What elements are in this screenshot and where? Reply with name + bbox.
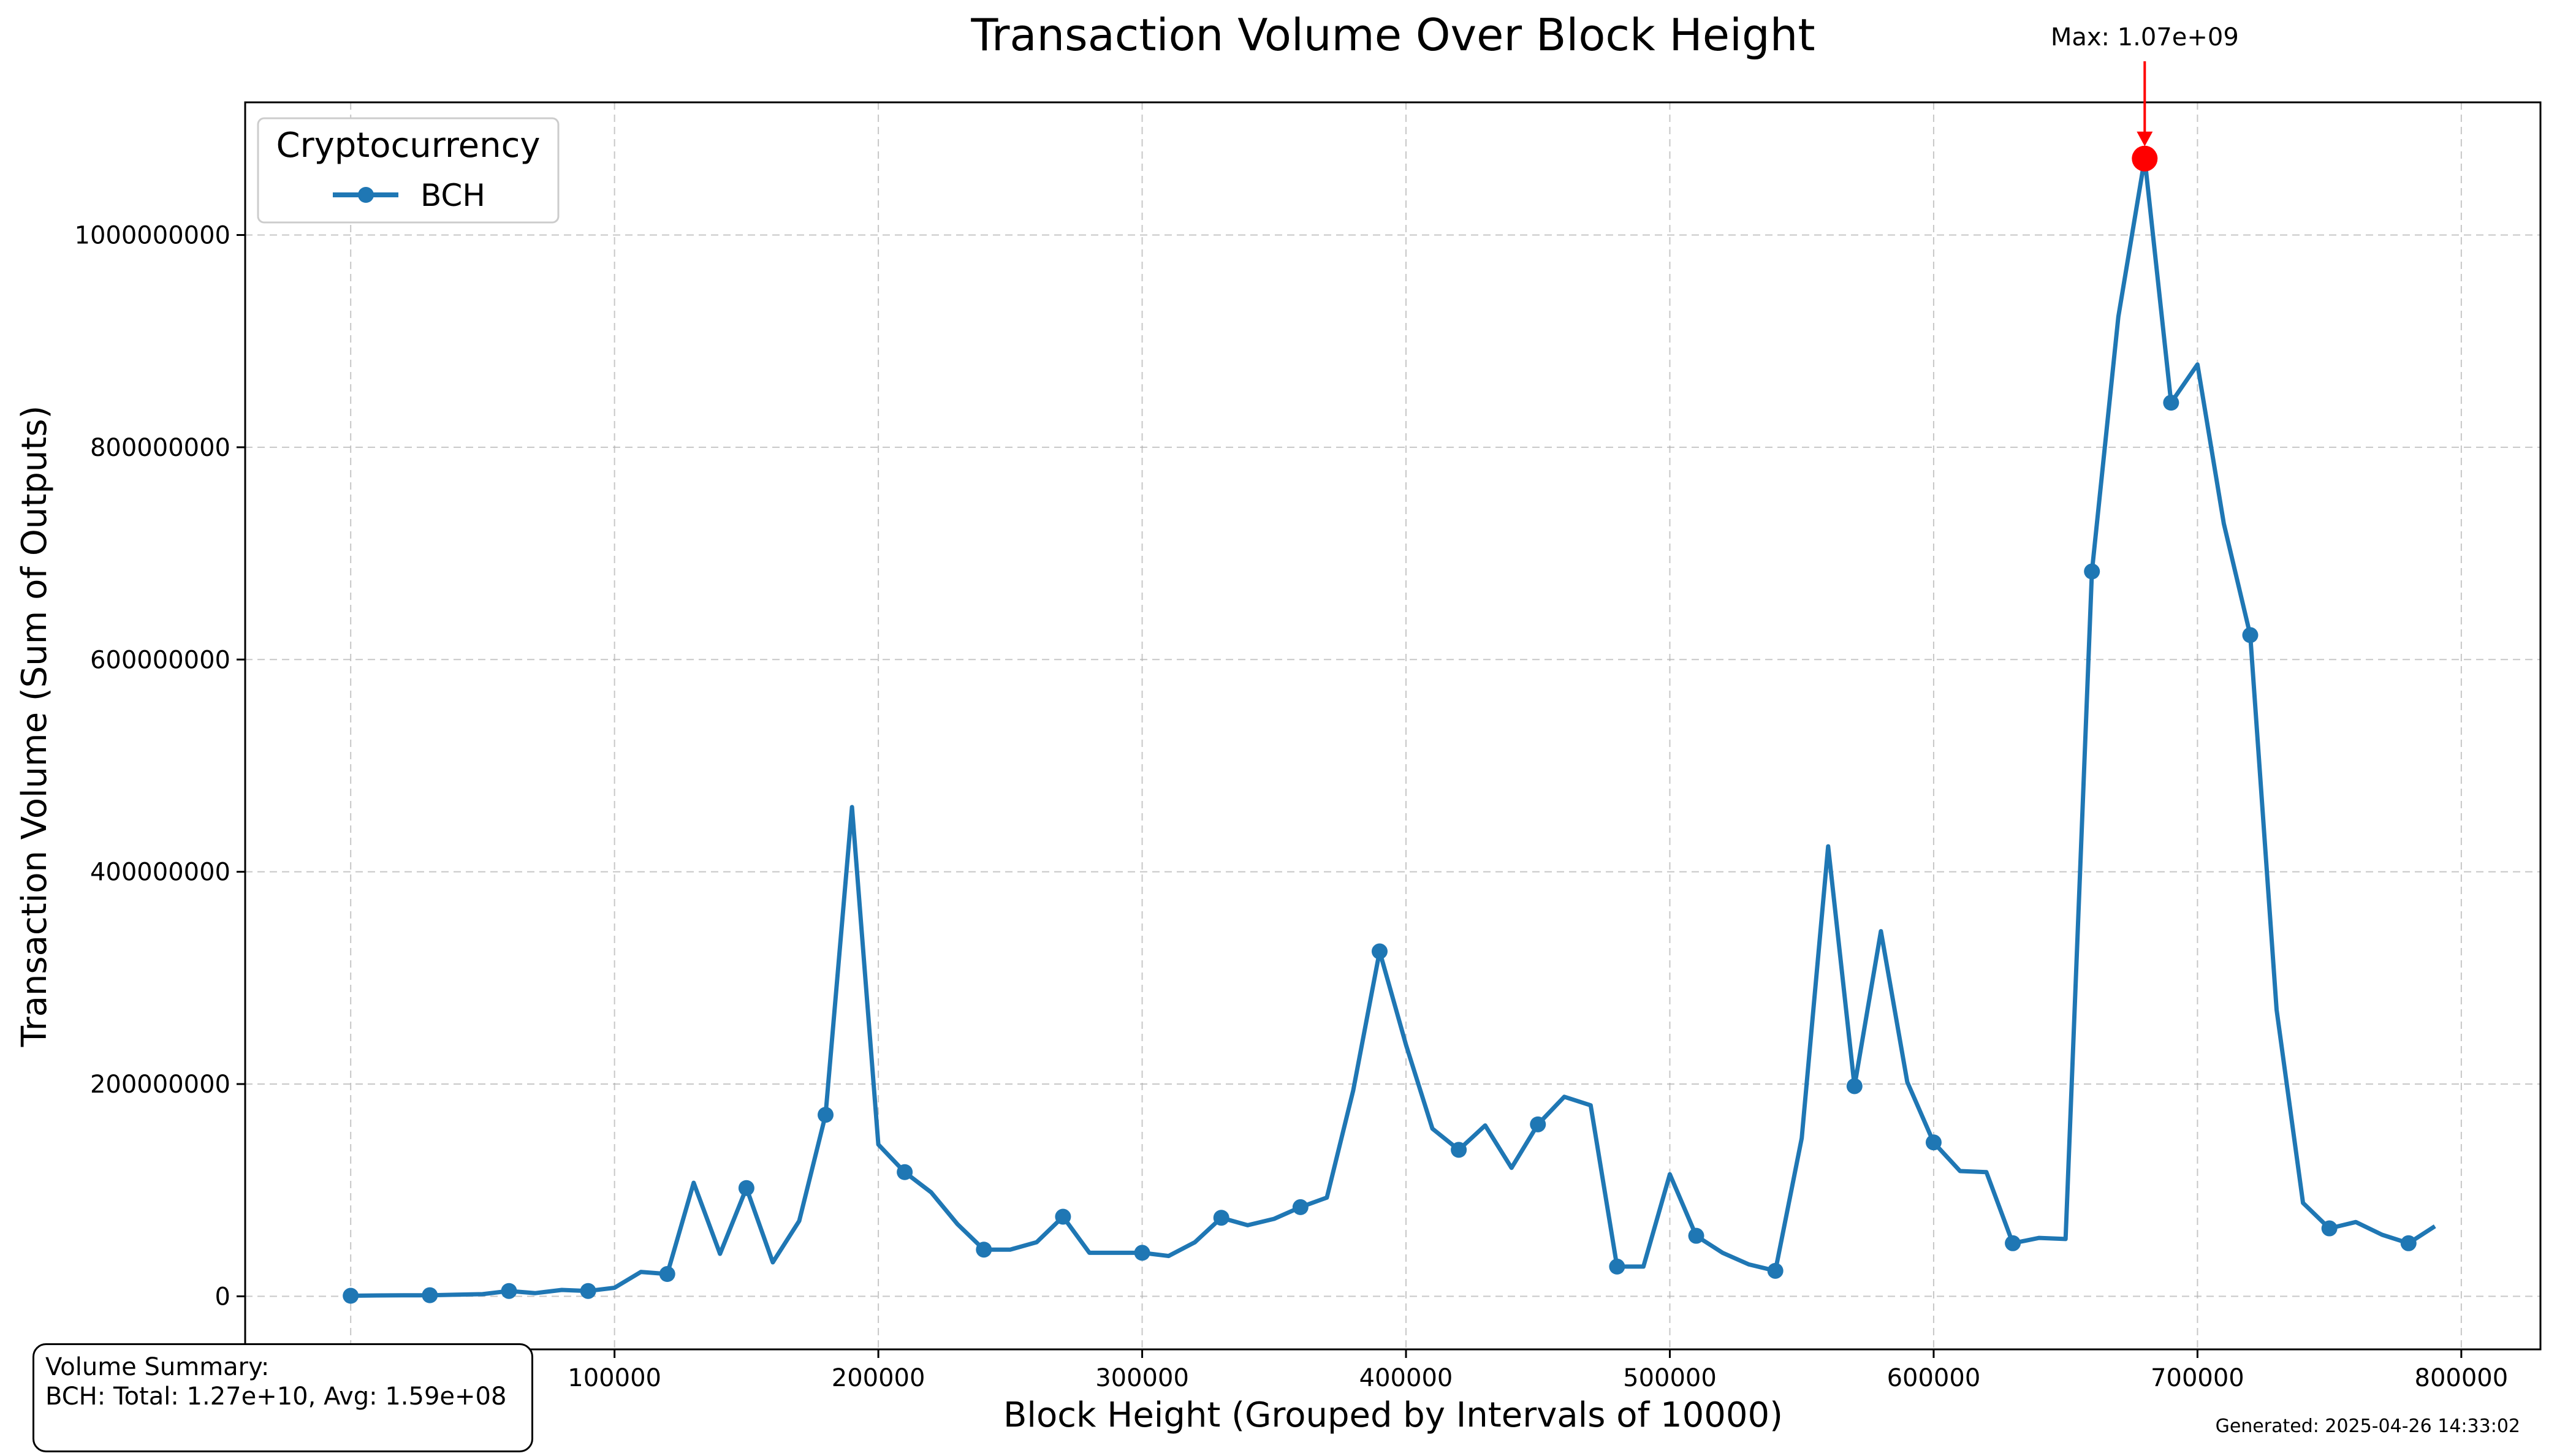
x-axis-ticks: 0100000200000300000400000500000600000700… (343, 1349, 2508, 1392)
max-annotation: Max: 1.07e+09 (2051, 23, 2239, 172)
y-tick-label: 800000000 (90, 434, 230, 462)
data-point-marker (659, 1266, 675, 1283)
data-point-marker (1055, 1208, 1071, 1225)
data-point-marker (343, 1287, 359, 1304)
generated-timestamp: Generated: 2025-04-26 14:33:02 (2215, 1416, 2520, 1437)
data-point-marker (1530, 1116, 1546, 1132)
data-point-marker (2084, 563, 2100, 580)
legend-title: Cryptocurrency (276, 126, 540, 165)
data-point-marker (976, 1242, 992, 1258)
data-point-marker (422, 1287, 438, 1303)
chart-title: Transaction Volume Over Block Height (970, 9, 1815, 61)
data-point-marker (897, 1164, 913, 1180)
volume-summary-heading: Volume Summary: (45, 1353, 270, 1381)
data-point-marker (1134, 1245, 1150, 1261)
y-tick-label: 400000000 (90, 859, 230, 887)
legend: Cryptocurrency BCH (257, 117, 560, 224)
series-markers (343, 395, 2417, 1304)
data-point-marker (2321, 1220, 2338, 1237)
data-point-marker (1925, 1134, 1942, 1151)
x-tick-label: 200000 (832, 1364, 925, 1392)
volume-summary-line: BCH: Total: 1.27e+10, Avg: 1.59e+08 (45, 1382, 507, 1411)
data-point-marker (2242, 627, 2259, 643)
data-point-marker (1371, 943, 1388, 960)
data-point-marker (818, 1107, 834, 1123)
max-point-marker (2132, 145, 2158, 172)
y-tick-label: 1000000000 (75, 221, 231, 249)
data-point-marker (1767, 1262, 1784, 1279)
data-point-marker (2163, 395, 2179, 411)
data-point-marker (738, 1180, 754, 1196)
data-point-marker (501, 1283, 517, 1299)
x-tick-label: 300000 (1095, 1364, 1189, 1392)
x-tick-label: 100000 (568, 1364, 661, 1392)
x-tick-label: 800000 (2415, 1364, 2509, 1392)
y-axis-ticks: 0 200000000 400000000 600000000 800000000 100… (75, 221, 245, 1311)
data-point-marker (1846, 1078, 1863, 1094)
data-point-marker (1213, 1210, 1229, 1226)
series-line-layer (351, 156, 2436, 1298)
x-tick-label: 600000 (1887, 1364, 1981, 1392)
data-point-marker (2400, 1235, 2417, 1251)
grid-lines (245, 102, 2540, 1349)
y-tick-label: 600000000 (90, 646, 230, 674)
data-point-marker (1688, 1227, 1704, 1244)
x-tick-label: 400000 (1359, 1364, 1453, 1392)
series-line-bch (351, 156, 2436, 1298)
x-tick-label: 500000 (1623, 1364, 1717, 1392)
data-point-marker (1292, 1199, 1309, 1215)
data-point-marker (1609, 1258, 1625, 1275)
y-tick-label: 200000000 (90, 1071, 230, 1099)
data-point-marker (1451, 1142, 1467, 1158)
x-axis-label: Block Height (Grouped by Intervals of 10… (1003, 1395, 1783, 1435)
x-tick-label: 700000 (2151, 1364, 2244, 1392)
y-tick-label: 0 (215, 1283, 230, 1311)
y-axis-label: Transaction Volume (Sum of Outputs) (15, 406, 55, 1048)
legend-marker-swatch (358, 187, 374, 203)
legend-entry-bch: BCH (420, 178, 485, 213)
data-point-marker (2005, 1235, 2021, 1251)
volume-summary-box: Volume Summary: BCH: Total: 1.27e+10, Av… (32, 1343, 533, 1452)
max-annotation-label: Max: 1.07e+09 (2051, 23, 2239, 51)
data-point-marker (580, 1283, 596, 1299)
plot-frame (244, 101, 2542, 1351)
max-annotation-arrowhead (2137, 131, 2153, 146)
